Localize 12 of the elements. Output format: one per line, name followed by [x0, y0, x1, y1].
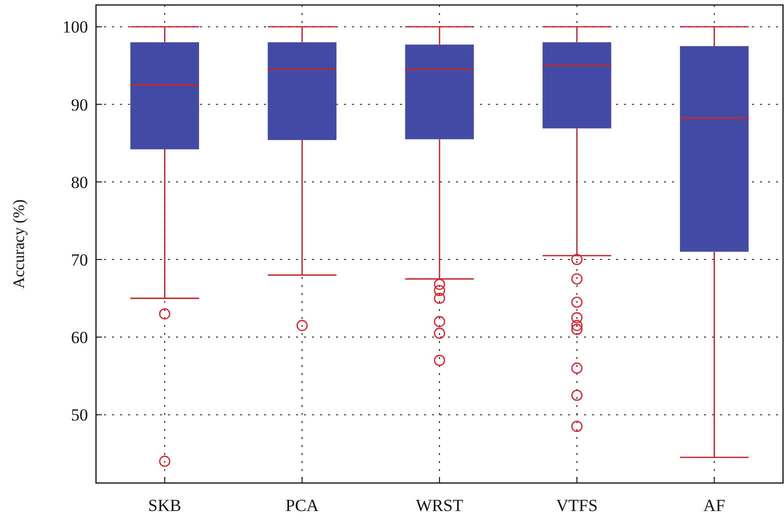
- y-tick-label: 90: [71, 95, 88, 114]
- x-tick-label: PCA: [286, 496, 320, 515]
- y-tick-label: 80: [71, 172, 88, 192]
- y-tick-label: 100: [62, 18, 88, 37]
- y-axis-title: Accuracy (%): [11, 199, 28, 289]
- x-tick-label: AF: [703, 496, 726, 515]
- y-tick-label: 60: [71, 328, 88, 348]
- x-tick-label: WRST: [416, 496, 464, 515]
- y-tick-label: 70: [71, 250, 88, 270]
- x-tick-label: VTFS: [556, 496, 598, 515]
- y-tick-label: 50: [71, 406, 88, 425]
- x-tick-label: SKB: [148, 496, 182, 515]
